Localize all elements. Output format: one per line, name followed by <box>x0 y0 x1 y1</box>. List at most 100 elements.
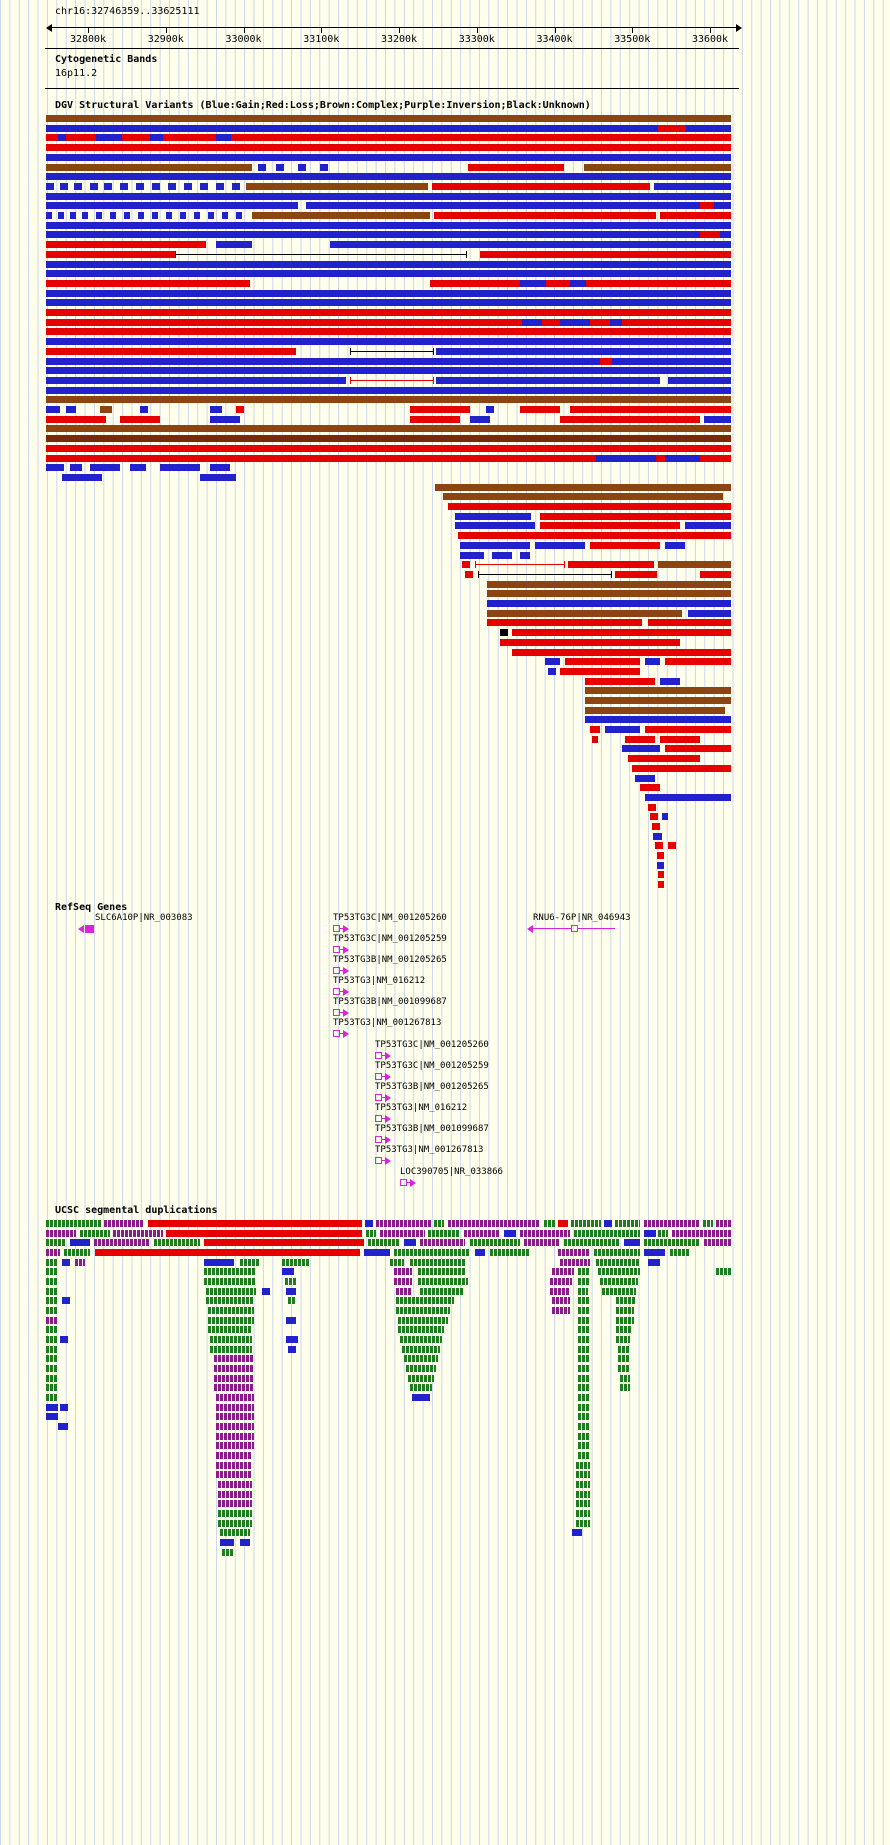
exon-box-icon <box>333 1030 340 1037</box>
segdup-bar <box>400 1336 442 1343</box>
gene-glyph-arrow-right[interactable] <box>375 1114 391 1123</box>
segdup-bar <box>578 1394 590 1401</box>
ruler-tick-label: 33200k <box>380 34 418 45</box>
segdup-bar <box>571 1220 601 1227</box>
segdup-bar <box>104 1220 144 1227</box>
gene-label[interactable]: TP53TG3|NM_001267813 <box>375 1145 484 1155</box>
dgv-variant-bar <box>232 183 240 190</box>
gene-glyph-line-left[interactable] <box>527 924 615 933</box>
segdup-bar <box>600 1278 638 1285</box>
dgv-variant-bar <box>487 610 682 617</box>
dgv-variant-bar <box>350 348 434 355</box>
segdup-bar <box>578 1452 590 1459</box>
gene-glyph-arrow-right[interactable] <box>333 945 349 954</box>
gene-label[interactable]: TP53TG3C|NM_001205259 <box>333 934 447 944</box>
gene-glyph-arrow-right[interactable] <box>333 1008 349 1017</box>
segdup-bar <box>46 1394 58 1401</box>
gene-glyph-arrow-right[interactable] <box>375 1135 391 1144</box>
segdup-bar <box>288 1346 296 1353</box>
gene-label[interactable]: TP53TG3|NM_001267813 <box>333 1018 442 1028</box>
dgv-variant-bar <box>458 532 731 539</box>
gene-glyph-arrow-right[interactable] <box>333 987 349 996</box>
segdup-bar <box>46 1326 58 1333</box>
refseq-track-title: RefSeq Genes <box>55 902 128 913</box>
gene-glyph-box-left[interactable] <box>78 924 100 933</box>
gene-glyph-arrow-right[interactable] <box>375 1093 391 1102</box>
dgv-variant-bar <box>90 183 98 190</box>
segdup-bar <box>620 1375 630 1382</box>
gene-glyph-arrow-right[interactable] <box>333 966 349 975</box>
dgv-variant-bar <box>46 406 60 413</box>
dgv-variant-bar <box>540 522 680 529</box>
segdup-bar <box>576 1500 590 1507</box>
dgv-variant-bar <box>46 396 731 403</box>
gene-label[interactable]: TP53TG3B|NM_001205265 <box>375 1082 489 1092</box>
exon-box-icon <box>375 1157 382 1164</box>
dgv-variant-bar <box>60 183 68 190</box>
gene-label[interactable]: RNU6-76P|NR_046943 <box>533 913 631 923</box>
dgv-variant-bar <box>66 406 76 413</box>
gene-label[interactable]: LOC390705|NR_033866 <box>400 1167 503 1177</box>
gene-label[interactable]: TP53TG3B|NM_001099687 <box>375 1124 489 1134</box>
segdup-bar <box>618 1365 630 1372</box>
segdup-bar <box>204 1278 256 1285</box>
segdup-bar <box>148 1220 362 1227</box>
gene-glyph-arrow-right[interactable] <box>375 1051 391 1060</box>
segdup-bar <box>398 1317 448 1324</box>
segdup-bar <box>216 1433 254 1440</box>
gene-label[interactable]: TP53TG3B|NM_001205265 <box>333 955 447 965</box>
segdup-bar <box>578 1317 590 1324</box>
gene-glyph-arrow-right[interactable] <box>375 1156 391 1165</box>
segdup-bar <box>214 1375 254 1382</box>
ruler-tick <box>321 28 323 33</box>
exon-box-icon <box>333 925 340 932</box>
gene-label[interactable]: TP53TG3B|NM_001099687 <box>333 997 447 1007</box>
gene-glyph-arrow-right[interactable] <box>400 1178 416 1187</box>
segdup-bar <box>578 1268 590 1275</box>
dgv-variant-bar <box>470 416 490 423</box>
dgv-variant-bar <box>46 445 731 452</box>
segdup-bar <box>216 1442 254 1449</box>
segdup-bar <box>716 1220 731 1227</box>
gene-label[interactable]: TP53TG3|NM_016212 <box>375 1103 468 1113</box>
left-arrow-icon <box>527 924 533 933</box>
segdup-bar <box>578 1433 590 1440</box>
segdup-bar <box>616 1297 636 1304</box>
segdup-bar <box>62 1259 70 1266</box>
dgv-variant-bar <box>246 183 428 190</box>
right-arrow-icon <box>343 966 349 975</box>
dgv-variant-bar <box>258 164 266 171</box>
dgv-variant-bar <box>443 493 723 500</box>
segdup-bar <box>420 1288 464 1295</box>
intron-line-icon <box>340 1012 343 1013</box>
gene-label[interactable]: TP53TG3C|NM_001205260 <box>333 913 447 923</box>
segdup-bar <box>620 1384 630 1391</box>
dgv-variant-bar <box>46 193 731 200</box>
gene-glyph-arrow-right[interactable] <box>333 1029 349 1038</box>
dgv-variant-bar <box>298 164 306 171</box>
dgv-variant-bar <box>58 134 66 141</box>
segdup-bar <box>208 1326 252 1333</box>
gene-glyph-arrow-right[interactable] <box>375 1072 391 1081</box>
gene-label[interactable]: TP53TG3C|NM_001205260 <box>375 1040 489 1050</box>
segdup-bar <box>214 1355 254 1362</box>
segdup-bar <box>204 1259 234 1266</box>
dgv-variant-bar <box>465 571 473 578</box>
dgv-variant-bar <box>46 416 106 423</box>
gene-label[interactable]: SLC6A10P|NR_003083 <box>95 913 193 923</box>
dgv-variant-bar <box>46 125 731 132</box>
dgv-variant-bar <box>487 619 642 626</box>
segdup-bar <box>644 1249 665 1256</box>
gene-glyph-arrow-right[interactable] <box>333 924 349 933</box>
dgv-variant-bar <box>74 183 82 190</box>
segdup-bar <box>222 1549 234 1556</box>
segdup-bar <box>578 1336 590 1343</box>
segdup-bar <box>578 1375 590 1382</box>
dgv-variant-bar <box>585 687 731 694</box>
gene-label[interactable]: TP53TG3|NM_016212 <box>333 976 426 986</box>
dgv-variant-bar <box>520 552 530 559</box>
dgv-variant-bar <box>455 513 531 520</box>
segdup-bar <box>216 1394 254 1401</box>
gene-label[interactable]: TP53TG3C|NM_001205259 <box>375 1061 489 1071</box>
